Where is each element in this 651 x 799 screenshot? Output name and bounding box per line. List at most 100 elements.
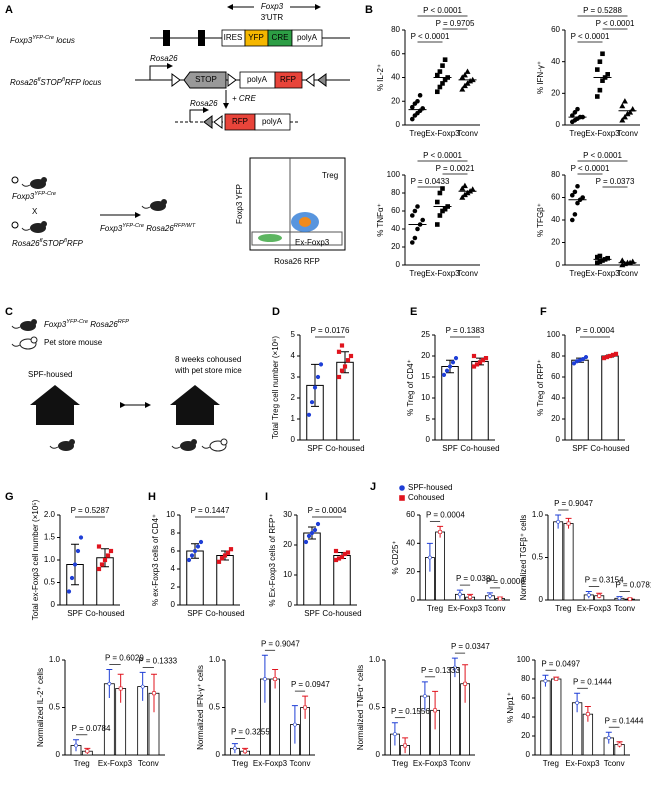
- x-tick-label: Co-housed: [460, 444, 499, 453]
- y-axis-label: % Ex-Foxp3 cells of RFP⁺: [268, 513, 277, 606]
- data-point: [605, 72, 611, 77]
- data-point: [613, 351, 619, 357]
- y-tick-label: 20: [421, 351, 430, 360]
- x-tick-label: SPF: [442, 444, 458, 453]
- condition-label: 8 weeks cohoused: [175, 355, 241, 364]
- y-tick-label: 4: [171, 564, 176, 573]
- data-point: [108, 548, 114, 554]
- y-tick-label: 0: [426, 435, 431, 444]
- legend-label: Pet store mouse: [44, 338, 103, 347]
- box-label: RFP: [232, 117, 248, 126]
- y-axis-label: % TFGβ⁺: [536, 203, 545, 237]
- p-value: P = 0.9705: [436, 19, 475, 28]
- x-tick-label: Ex-Foxp3: [413, 759, 448, 768]
- data-point: [72, 562, 78, 567]
- y-tick-label: 0: [291, 435, 296, 444]
- x-tick-label: Ex-Foxp3: [577, 604, 612, 613]
- bar: [571, 359, 589, 441]
- y-tick-label: 60: [551, 193, 560, 202]
- flow-population: [258, 234, 282, 242]
- p-value: P = 0.5288: [583, 6, 622, 15]
- data-point: [441, 372, 447, 378]
- y-tick-label: 40: [391, 73, 400, 82]
- y-tick-label: 1.0: [369, 655, 381, 664]
- p-value: P = 0.0006: [486, 577, 525, 586]
- data-point: [464, 68, 471, 74]
- y-tick-label: 0: [556, 260, 561, 269]
- text-part: Foxp3: [100, 224, 123, 233]
- y-tick-label: 0.5: [532, 553, 544, 562]
- box-label: polyA: [297, 33, 318, 42]
- p-value: P < 0.0001: [423, 151, 462, 160]
- data-point: [312, 527, 318, 533]
- y-tick-label: 40: [551, 393, 560, 402]
- p-value: P = 0.1383: [446, 326, 485, 335]
- y-axis-label: Total ex-Foxp3 cell number (×10⁵): [31, 499, 40, 620]
- x-tick-label: SPF: [304, 609, 320, 618]
- cross-label: X: [32, 207, 38, 216]
- error-bar: [101, 548, 109, 568]
- mean-marker: [118, 686, 123, 691]
- bar: [435, 531, 446, 601]
- data-point: [600, 51, 605, 57]
- legend-label: SPF-housed: [408, 483, 452, 492]
- polya-box: [254, 113, 291, 131]
- y-axis-label: % Treg of CD4⁺: [406, 359, 415, 416]
- data-point: [434, 89, 440, 95]
- panel-label: D: [272, 306, 280, 318]
- y-tick-label: 20: [391, 242, 400, 251]
- y-tick-label: 3: [291, 372, 296, 381]
- mean-marker: [585, 712, 590, 717]
- mean-marker: [597, 593, 602, 598]
- y-tick-label: 40: [551, 215, 560, 224]
- y-tick-label: 60: [551, 25, 560, 34]
- data-point: [336, 374, 342, 380]
- y-tick-label: 0.5: [49, 703, 61, 712]
- data-point: [333, 548, 339, 554]
- data-point: [409, 240, 415, 245]
- mean-marker: [586, 593, 591, 597]
- y-tick-label: 2: [171, 582, 176, 591]
- p-value: P = 0.0781: [615, 581, 651, 590]
- gene-label: Rosa26: [150, 54, 178, 63]
- gate-label: Ex-Foxp3: [295, 238, 330, 247]
- data-point: [417, 93, 423, 98]
- y-axis-label: % Treg of RFP⁺: [536, 359, 545, 416]
- y-axis-label: Normalized TNFα⁺ cells: [356, 665, 365, 750]
- y-tick-label: 6: [171, 546, 176, 555]
- data-point: [409, 213, 415, 218]
- data-point: [461, 72, 468, 78]
- data-point: [318, 362, 324, 367]
- panel-label: E: [410, 306, 417, 318]
- gene-label: Rosa26: [190, 99, 218, 108]
- y-tick-label: 40: [406, 538, 415, 547]
- mean-marker: [427, 555, 432, 560]
- data-point: [575, 183, 580, 189]
- data-point: [198, 539, 204, 545]
- x-tick-label: Treg: [74, 759, 90, 768]
- y-tick-label: 100: [547, 330, 561, 339]
- house-icon: [170, 385, 220, 425]
- text-part: Foxp3: [10, 36, 33, 45]
- bar: [270, 678, 281, 756]
- x-tick-label: Treg: [569, 129, 585, 138]
- y-tick-label: 1.0: [44, 555, 56, 564]
- data-point: [471, 364, 477, 369]
- data-point: [345, 358, 351, 363]
- data-point: [597, 59, 603, 64]
- text-part: YFP-Cre: [66, 319, 88, 325]
- p-value: P = 0.1333: [138, 656, 177, 665]
- data-point: [627, 109, 634, 115]
- data-point: [580, 357, 586, 362]
- y-tick-label: 5: [291, 330, 296, 339]
- legend-marker: [399, 495, 405, 501]
- x-tick-label: Co-housed: [205, 609, 244, 618]
- x-tick-label: Tconv: [617, 269, 638, 278]
- x-tick-label: Tconv: [457, 129, 478, 138]
- data-point: [459, 86, 466, 92]
- box-label: polyA: [262, 117, 283, 126]
- box-label: STOP: [195, 75, 217, 84]
- data-point: [444, 368, 450, 373]
- box-label: polyA: [247, 75, 268, 84]
- locus-label: Rosa26flSTOPflRFP locus: [10, 77, 101, 87]
